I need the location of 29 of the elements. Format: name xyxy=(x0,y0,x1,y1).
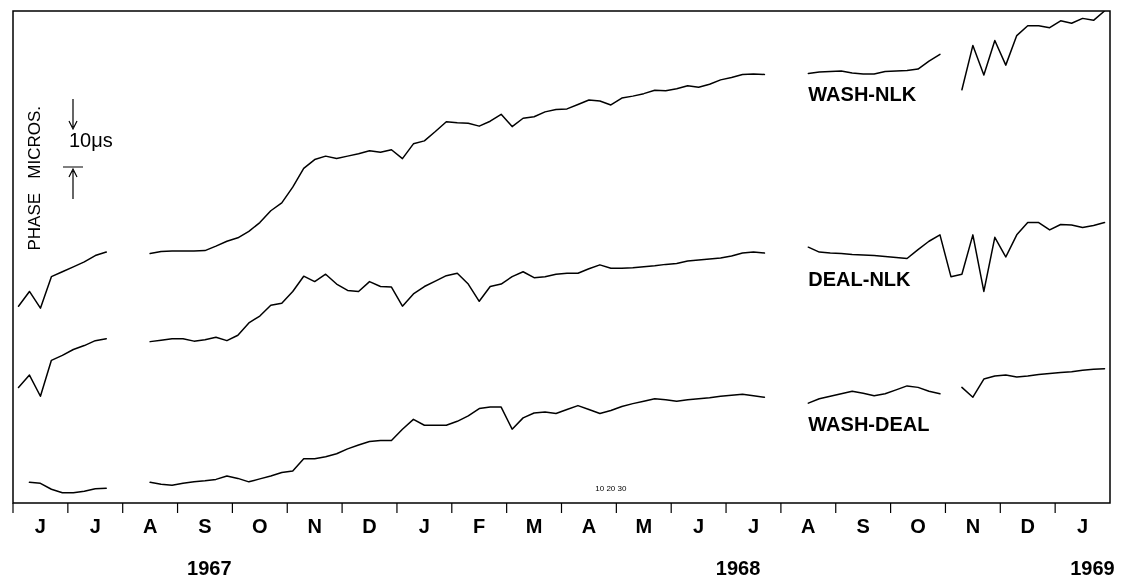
x-tick-label: A xyxy=(142,514,158,537)
x-tick-label: O xyxy=(910,514,926,537)
x-tick-label: F xyxy=(473,514,486,537)
x-tick-label: J xyxy=(693,514,705,537)
x-tick-label: S xyxy=(856,514,870,537)
x-tick-label: D xyxy=(1020,514,1035,537)
y-axis-title: PHASE MICROS. xyxy=(24,106,44,251)
x-tick-label: M xyxy=(635,514,653,537)
x-tick-label: N xyxy=(965,514,981,537)
x-tick-label: J xyxy=(418,514,430,537)
text: 1968 xyxy=(715,556,761,579)
x-tick-label: S xyxy=(198,514,212,537)
annotation: 10 20 30 xyxy=(595,484,627,494)
x-tick-label: J xyxy=(747,514,760,537)
text: 1969 xyxy=(1070,556,1115,579)
x-tick-label: J xyxy=(1077,514,1089,537)
x-tick-label: M xyxy=(525,514,543,537)
x-tick-label: D xyxy=(362,514,377,537)
x-tick-label: N xyxy=(307,514,322,537)
x-tick-label: O xyxy=(252,514,268,537)
x-tick-label: J xyxy=(89,514,101,537)
x-tick-label: A xyxy=(581,514,597,537)
text: 1967 xyxy=(187,556,232,579)
series-label: WASH-NLK xyxy=(808,83,917,106)
x-tick-label: A xyxy=(801,514,816,537)
x-tick-label: J xyxy=(34,514,46,537)
series-label: WASH-DEAL xyxy=(808,412,930,435)
series-label: DEAL-NLK xyxy=(808,267,912,290)
annotation: 10μs xyxy=(69,128,113,151)
